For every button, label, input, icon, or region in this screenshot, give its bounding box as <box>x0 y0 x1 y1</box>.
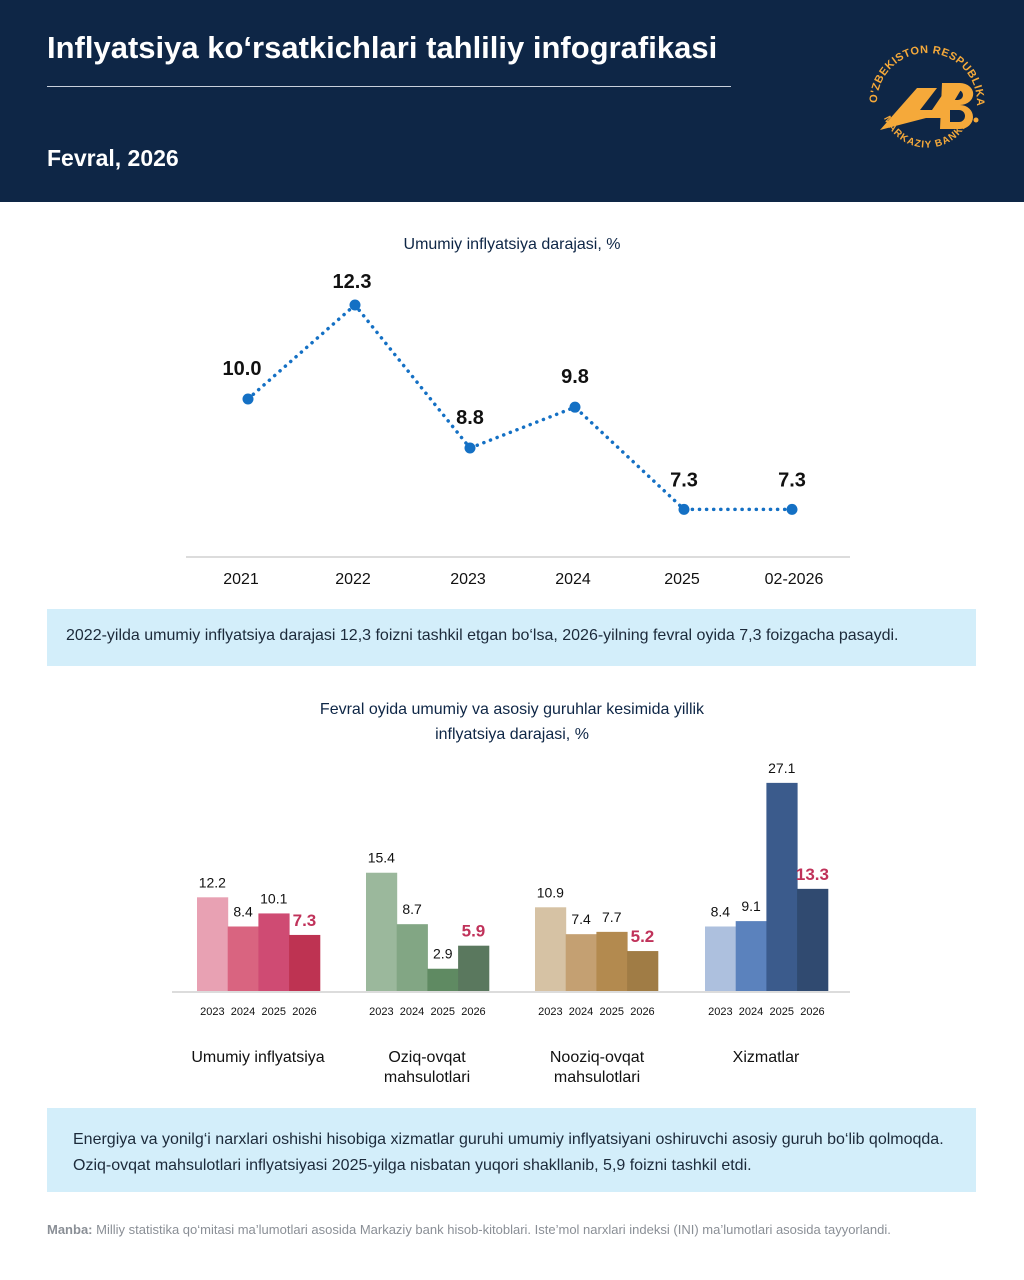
bar-value-label: 2.9 <box>433 946 453 962</box>
bar <box>766 782 798 991</box>
x-tick-label: 2024 <box>555 571 591 588</box>
bar-value-label: 9.1 <box>741 898 761 914</box>
year-tick-label: 2024 <box>739 1006 763 1018</box>
year-tick-label: 2026 <box>630 1006 654 1018</box>
year-tick-label: 2023 <box>200 1006 224 1018</box>
note-text-2: Energiya va yonilg‘i narxlari oshishi hi… <box>73 1131 944 1174</box>
data-point <box>678 503 690 515</box>
year-tick-label: 2026 <box>461 1006 485 1018</box>
data-label: 10.0 <box>223 358 262 380</box>
bar <box>396 924 428 991</box>
year-tick-label: 2024 <box>569 1006 593 1018</box>
bar-value-label: 5.2 <box>631 927 655 946</box>
group-label-line: mahsulotlari <box>553 1069 641 1086</box>
central-bank-logo: O'ZBEKISTON RESPUBLIKASI MARKAZIY BANKI <box>862 38 986 151</box>
bar-value-label: 7.4 <box>571 911 591 927</box>
bar <box>458 945 490 991</box>
bar <box>535 907 567 991</box>
data-point <box>786 503 798 515</box>
bar-value-label: 5.9 <box>462 922 486 941</box>
data-point <box>569 401 581 413</box>
bar-value-label: 10.1 <box>260 890 287 906</box>
group-label: Oziq-ovqat mahsulotlari <box>342 1048 512 1088</box>
bar-chart: 12.2 2023 8.4 2024 10.1 2025 7.3 2026 15.4 2023 8.… <box>172 760 850 1018</box>
bar <box>366 872 398 991</box>
data-label: 8.8 <box>456 407 484 429</box>
report-date: Fevral, 2026 <box>47 145 179 171</box>
year-tick-label: 2024 <box>400 1006 424 1018</box>
x-tick-label: 2021 <box>223 571 259 588</box>
bar-value-label: 12.2 <box>199 874 226 890</box>
x-tick-label: 2025 <box>664 571 700 588</box>
year-tick-label: 2023 <box>538 1006 562 1018</box>
line-chart-title: Umumiy inflyatsiya darajasi, % <box>403 236 621 253</box>
x-tick-label: 02-2026 <box>765 571 824 588</box>
note-text-1: 2022-yilda umumiy inflyatsiya darajasi 1… <box>66 627 899 644</box>
bar <box>596 931 628 991</box>
year-tick-label: 2025 <box>262 1006 286 1018</box>
year-tick-label: 2023 <box>708 1006 732 1018</box>
bar <box>565 934 597 991</box>
group-label-line: Oziq-ovqat <box>388 1049 466 1066</box>
bar <box>289 934 321 991</box>
source-label: Manba: <box>47 1222 93 1237</box>
bar-value-label: 15.4 <box>368 850 395 866</box>
year-tick-label: 2026 <box>292 1006 316 1018</box>
bar <box>705 926 737 991</box>
data-label: 9.8 <box>561 366 589 388</box>
year-tick-label: 2024 <box>231 1006 255 1018</box>
bar <box>197 897 229 991</box>
bar-chart-title-line: Fevral oyida umumiy va asosiy guruhlar k… <box>319 701 705 718</box>
header: Inflyatsiya ko‘rsatkichlari tahliliy inf… <box>0 0 1024 202</box>
series-line <box>246 302 794 512</box>
year-tick-label: 2025 <box>770 1006 794 1018</box>
bar <box>227 926 259 991</box>
bar-chart-title: Fevral oyida umumiy va asosiy guruhlar k… <box>0 697 1024 747</box>
data-label: 12.3 <box>333 271 372 293</box>
group-label-line: Umumiy inflyatsiya <box>191 1049 325 1066</box>
bar-value-label: 7.3 <box>293 911 317 930</box>
data-point <box>242 393 254 405</box>
x-tick-label: 2022 <box>335 571 371 588</box>
title-divider <box>47 86 731 87</box>
line-chart: 10.0 2021 12.3 2022 8.8 2023 9.8 2024 7.3 2025 7.3… <box>186 271 850 588</box>
data-point <box>464 442 476 454</box>
bar-value-label: 7.7 <box>602 909 622 925</box>
data-label: 7.3 <box>778 469 806 491</box>
bar-value-label: 27.1 <box>768 760 795 776</box>
bar-value-label: 8.4 <box>233 903 253 919</box>
bar-value-label: 10.9 <box>537 884 564 900</box>
x-tick-label: 2023 <box>450 571 486 588</box>
data-label: 7.3 <box>670 469 698 491</box>
note-box-1: 2022-yilda umumiy inflyatsiya darajasi 1… <box>47 609 976 666</box>
group-label: Xizmatlar <box>681 1048 851 1068</box>
source-note: Manba: Milliy statistika qo‘mitasi ma’lu… <box>47 1222 891 1237</box>
bar-value-label: 13.3 <box>796 865 829 884</box>
page-title: Inflyatsiya ko‘rsatkichlari tahliliy inf… <box>47 30 718 65</box>
year-tick-label: 2025 <box>600 1006 624 1018</box>
bar <box>258 913 290 991</box>
year-tick-label: 2023 <box>369 1006 393 1018</box>
year-tick-label: 2025 <box>431 1006 455 1018</box>
note-box-2: Energiya va yonilg‘i narxlari oshishi hi… <box>47 1108 976 1192</box>
bar-value-label: 8.7 <box>402 901 422 917</box>
group-label-line: Xizmatlar <box>732 1049 800 1066</box>
bar-value-label: 8.4 <box>711 903 731 919</box>
data-point <box>349 299 361 311</box>
bar <box>427 968 459 991</box>
bar-chart-title-line: inflyatsiya darajasi, % <box>435 726 589 743</box>
bar <box>797 888 829 991</box>
group-label-line: mahsulotlari <box>383 1069 471 1086</box>
year-tick-label: 2026 <box>800 1006 824 1018</box>
group-label: Nooziq-ovqat mahsulotlari <box>512 1048 682 1088</box>
group-label: Umumiy inflyatsiya <box>173 1048 343 1068</box>
bar <box>735 921 767 991</box>
group-label-line: Nooziq-ovqat <box>549 1049 645 1066</box>
source-text: Milliy statistika qo‘mitasi ma’lumotlari… <box>96 1222 891 1237</box>
bar <box>627 951 659 991</box>
